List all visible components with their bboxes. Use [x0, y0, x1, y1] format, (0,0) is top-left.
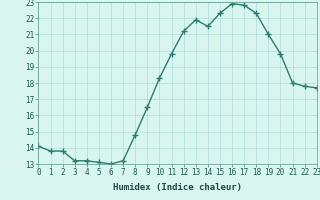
X-axis label: Humidex (Indice chaleur): Humidex (Indice chaleur): [113, 183, 242, 192]
